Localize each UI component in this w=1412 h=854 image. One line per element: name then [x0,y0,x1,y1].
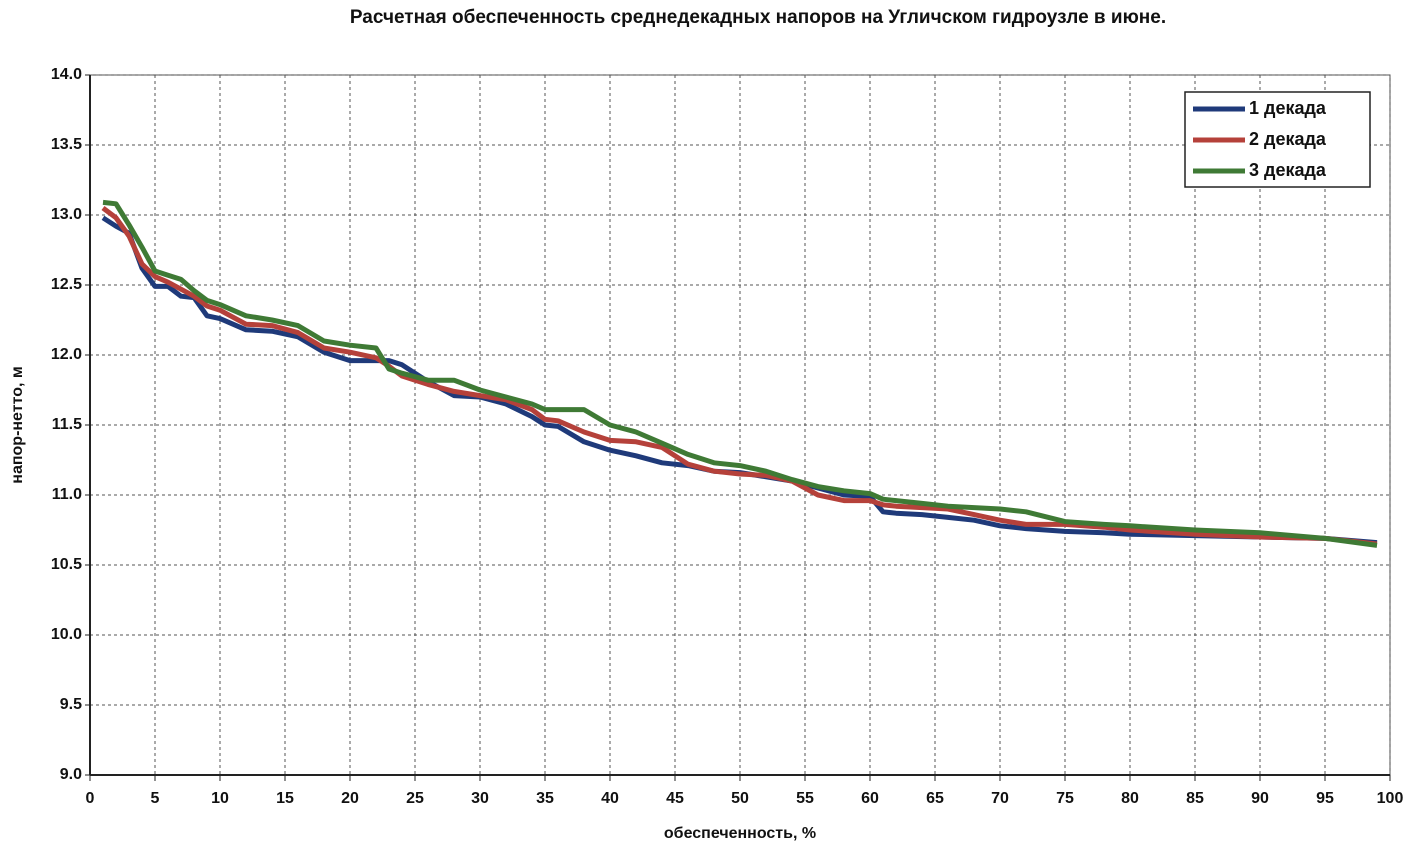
legend-label: 3 декада [1249,160,1327,180]
x-tick-label: 60 [861,790,879,807]
x-tick-label: 90 [1251,790,1269,807]
y-tick-label: 13.5 [51,136,82,153]
x-tick-label: 95 [1316,790,1334,807]
x-tick-label: 40 [601,790,619,807]
y-tick-label: 13.0 [51,206,82,223]
legend-label: 1 декада [1249,98,1327,118]
x-tick-label: 15 [276,790,294,807]
x-tick-label: 35 [536,790,554,807]
y-tick-label: 9.5 [60,696,82,713]
y-axis-label: напор-нетто, м [9,366,26,483]
x-tick-label: 75 [1056,790,1074,807]
legend-label: 2 декада [1249,129,1327,149]
series-line [101,206,1378,547]
x-tick-label: 80 [1121,790,1139,807]
y-tick-label: 12.5 [51,276,82,293]
series-line [101,215,1378,546]
x-tick-label: 30 [471,790,489,807]
series-line [102,199,1378,548]
y-tick-label: 10.0 [51,626,82,643]
y-tick-label: 14.0 [51,66,82,83]
x-tick-label: 55 [796,790,814,807]
y-tick-label: 9.0 [60,766,82,783]
x-tick-label: 0 [86,790,95,807]
y-tick-label: 10.5 [51,556,82,573]
x-tick-label: 50 [731,790,749,807]
x-tick-label: 20 [341,790,359,807]
x-tick-label: 85 [1186,790,1204,807]
y-tick-label: 11.0 [52,486,82,503]
x-axis-label: обеспеченность, % [664,825,816,842]
x-tick-label: 25 [406,790,424,807]
y-tick-label: 11.5 [52,416,82,433]
chart-title: Расчетная обеспеченность среднедекадных … [350,7,1166,28]
x-tick-label: 45 [666,790,684,807]
y-tick-label: 12.0 [51,346,82,363]
x-tick-label: 100 [1377,790,1404,807]
x-tick-label: 70 [991,790,1009,807]
x-tick-label: 10 [211,790,229,807]
x-tick-label: 65 [926,790,944,807]
x-tick-label: 5 [151,790,160,807]
